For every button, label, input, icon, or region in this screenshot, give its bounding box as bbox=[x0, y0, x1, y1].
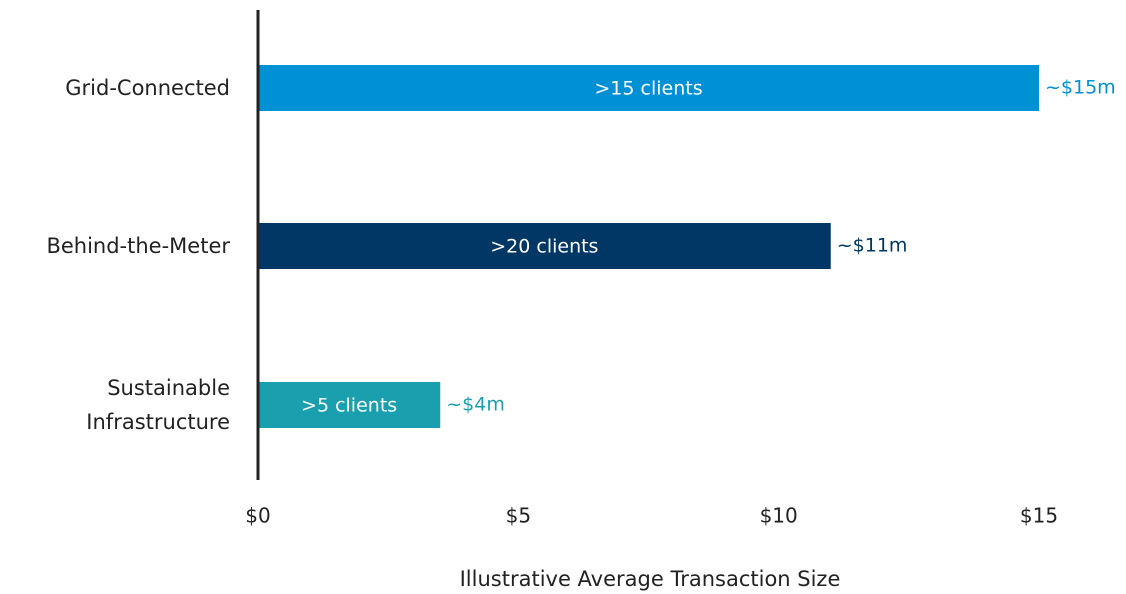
value-label: ~$11m bbox=[837, 235, 908, 257]
x-tick-label: $10 bbox=[760, 504, 798, 528]
bar bbox=[258, 223, 831, 269]
bar-label: >20 clients bbox=[490, 236, 598, 258]
x-tick-label: $15 bbox=[1020, 504, 1058, 528]
bar bbox=[258, 382, 441, 428]
category-label: Grid-Connected bbox=[65, 76, 230, 100]
bar-label: >5 clients bbox=[301, 395, 397, 417]
bar bbox=[258, 65, 1039, 111]
x-tick-label: $0 bbox=[245, 504, 270, 528]
x-tick-label: $5 bbox=[506, 504, 531, 528]
category-label: Sustainable Infrastructure bbox=[86, 376, 230, 434]
value-label: ~$4m bbox=[446, 394, 505, 416]
category-label: Behind-the-Meter bbox=[46, 234, 230, 258]
x-axis-label: Illustrative Average Transaction Size bbox=[460, 567, 841, 591]
value-label: ~$15m bbox=[1045, 77, 1116, 99]
bar-label: >15 clients bbox=[594, 78, 702, 100]
